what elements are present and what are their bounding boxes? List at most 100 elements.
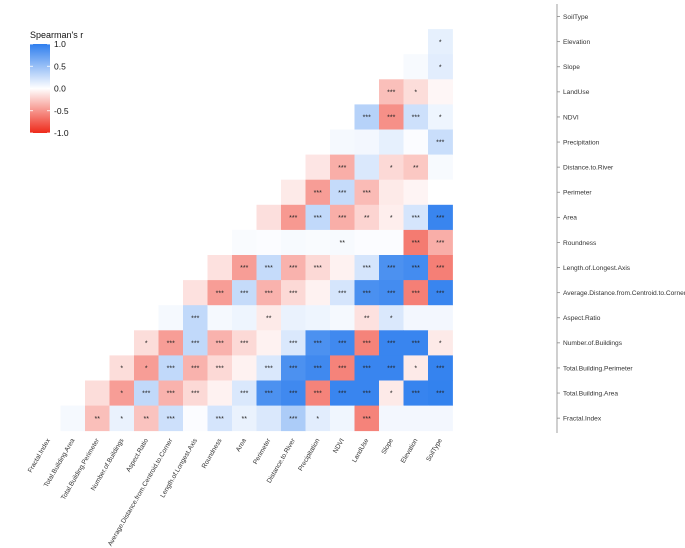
heatmap-cell — [330, 154, 355, 181]
heatmap-cell — [379, 330, 404, 356]
significance-mark: * — [316, 416, 319, 423]
heatmap-cell — [379, 104, 404, 130]
heatmap-cell — [330, 405, 355, 432]
legend-tick-label: -1.0 — [54, 128, 69, 138]
significance-mark: ** — [144, 416, 150, 423]
significance-mark: *** — [412, 265, 420, 272]
heatmap-cell — [183, 280, 208, 306]
heatmap-cell — [207, 380, 233, 406]
row-label: SoilType — [563, 14, 589, 21]
heatmap-cell — [379, 280, 404, 306]
significance-mark: * — [439, 39, 442, 46]
heatmap-cell — [354, 229, 380, 256]
heatmap-cell — [330, 330, 355, 356]
significance-marks: ***** **** *** *** ******* * ***** *** ****** ***… — [95, 39, 445, 423]
significance-mark: *** — [412, 240, 420, 247]
heatmap-cell — [379, 355, 404, 381]
significance-mark: *** — [436, 240, 444, 247]
heatmap-cell — [158, 305, 184, 331]
heatmap-cell — [330, 255, 355, 281]
row-labels: SoilType Elevation Slope LandUse NDVI Precipi… — [557, 14, 685, 422]
row-label: Distance.to.River — [563, 164, 614, 171]
significance-mark: * — [414, 366, 417, 373]
significance-mark: *** — [191, 391, 199, 398]
heatmap-cell — [354, 405, 380, 432]
significance-mark: *** — [338, 165, 346, 172]
significance-mark: *** — [412, 391, 420, 398]
significance-mark: *** — [216, 340, 224, 347]
significance-mark: *** — [338, 190, 346, 197]
heatmap-cell — [403, 305, 429, 331]
significance-mark: * — [439, 115, 442, 122]
heatmap-cell — [428, 229, 453, 256]
significance-mark: *** — [387, 290, 395, 297]
heatmap-cell — [403, 255, 429, 281]
significance-mark: *** — [338, 340, 346, 347]
heatmap-cell — [256, 380, 282, 406]
significance-mark: *** — [363, 391, 371, 398]
significance-mark: *** — [363, 366, 371, 373]
row-label: Elevation — [563, 39, 590, 46]
heatmap-cell — [305, 255, 331, 281]
heatmap-cell — [256, 280, 282, 306]
heatmap-cell — [207, 330, 233, 356]
column-label: Perimeter — [252, 437, 273, 466]
heatmap-cell — [305, 330, 331, 356]
heatmap-cell — [354, 154, 380, 181]
heatmap-cell — [428, 204, 453, 231]
heatmap-cell — [403, 179, 429, 206]
significance-mark: * — [439, 340, 442, 347]
heatmap-cell — [330, 229, 355, 256]
significance-mark: *** — [436, 265, 444, 272]
heatmap-cell — [305, 154, 331, 181]
heatmap-cell — [403, 380, 429, 406]
heatmap-cell — [354, 305, 380, 331]
heatmap-cell — [305, 305, 331, 331]
significance-mark: *** — [314, 215, 322, 222]
row-label: Precipitation — [563, 139, 600, 146]
significance-mark: *** — [436, 140, 444, 147]
heatmap-cell — [109, 355, 135, 381]
heatmap-cell — [305, 355, 331, 381]
heatmap-cell — [183, 380, 208, 406]
significance-mark: * — [120, 416, 123, 423]
heatmap-cell — [207, 405, 233, 432]
heatmap-cell — [281, 280, 306, 306]
column-label: Roundness — [201, 437, 224, 470]
heatmap-cell — [305, 380, 331, 406]
row-label: Slope — [563, 64, 580, 71]
heatmap-cell — [281, 255, 306, 281]
heatmap-cell — [232, 229, 257, 256]
column-label: Precipitation — [297, 437, 321, 472]
heatmap-cell — [403, 54, 429, 80]
significance-mark: *** — [289, 340, 297, 347]
heatmap-cell — [281, 204, 306, 231]
column-label: Elevation — [400, 437, 420, 464]
heatmap-cell — [403, 229, 429, 256]
row-label: Roundness — [563, 240, 597, 247]
heatmap-cell — [256, 255, 282, 281]
legend-colorbar — [30, 44, 50, 133]
heatmap-cell — [428, 405, 453, 432]
heatmap-cell — [403, 280, 429, 306]
heatmap-cell — [207, 255, 233, 281]
heatmap-cell — [354, 280, 380, 306]
heatmap-cell — [183, 330, 208, 356]
significance-mark: *** — [289, 290, 297, 297]
heatmap-cell — [354, 330, 380, 356]
heatmap-cell — [403, 104, 429, 130]
significance-mark: * — [120, 391, 123, 398]
significance-mark: *** — [387, 265, 395, 272]
significance-mark: *** — [240, 340, 248, 347]
heatmap-cell — [207, 355, 233, 381]
significance-mark: *** — [167, 391, 175, 398]
heatmap-cell — [330, 204, 355, 231]
heatmap-cell — [60, 405, 86, 432]
heatmap-cell — [428, 54, 453, 80]
row-label: NDVI — [563, 114, 579, 121]
heatmap-cell — [379, 229, 404, 256]
heatmap-cell — [281, 380, 306, 406]
heatmap-cell — [256, 355, 282, 381]
heatmap-cell — [281, 405, 306, 432]
heatmap-cell — [428, 154, 453, 181]
